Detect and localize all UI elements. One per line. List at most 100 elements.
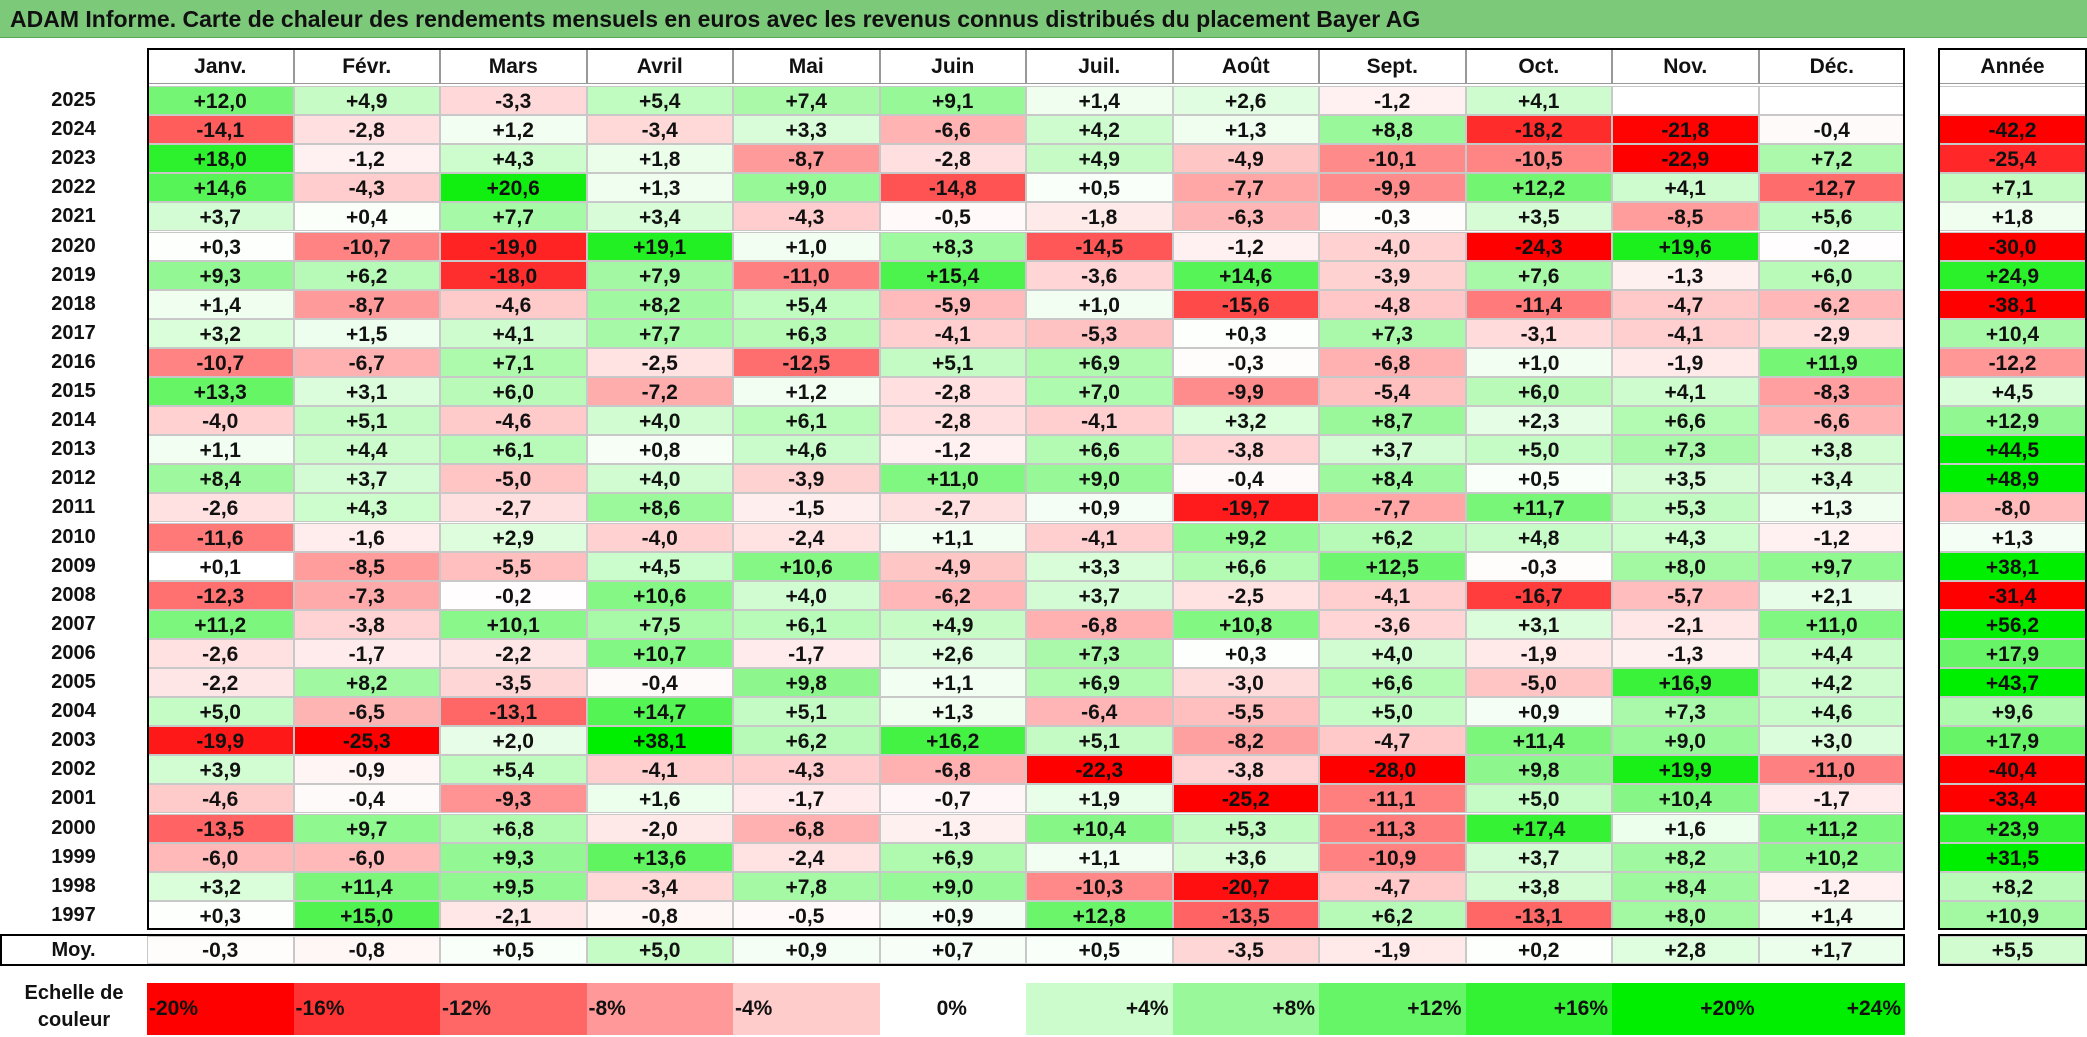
annual-cell: +48,9 [1938,464,2087,494]
average-cell: -0,3 [147,936,294,964]
heatmap-cell: -3,6 [1026,260,1173,290]
annual-cell: +9,6 [1938,697,2087,727]
heatmap-cell: +7,3 [1612,435,1759,465]
heatmap-cell: -4,6 [147,784,294,814]
annual-cell: +31,5 [1938,842,2087,872]
heatmap-cell: -1,3 [1612,638,1759,668]
heatmap-cell: -3,4 [586,115,733,145]
heatmap-cell: +4,8 [1465,522,1612,552]
annual-cell: +1,8 [1938,202,2087,232]
heatmap-cell: +9,0 [879,871,1026,901]
heatmap-cell: +10,7 [586,638,733,668]
heatmap-cell: -4,6 [440,406,587,436]
color-scale-swatch: +20% [1612,983,1759,1035]
annual-cell: +7,1 [1938,173,2087,203]
heatmap-cell: -2,4 [733,522,880,552]
annual-cell: -30,0 [1938,231,2087,261]
heatmap-cell: +14,7 [586,697,733,727]
heatmap-cell [1758,86,1905,116]
heatmap-cell: -10,9 [1319,842,1466,872]
heatmap-cell: +5,1 [1026,726,1173,756]
heatmap-cell: -11,4 [1465,289,1612,319]
heatmap-cell: +3,8 [1758,435,1905,465]
color-scale-swatch: -12% [440,983,587,1035]
heatmap-cell: +3,2 [147,318,294,348]
heatmap-cell: -4,9 [879,551,1026,581]
heatmap-cell: +3,9 [147,755,294,785]
heatmap-cell: +2,6 [1172,86,1319,116]
heatmap-cell: +10,1 [440,609,587,639]
month-header: Nov. [1612,48,1759,84]
heatmap-cell: +11,2 [1758,813,1905,843]
heatmap-cell: +5,0 [1319,697,1466,727]
heatmap-cell: -16,7 [1465,580,1612,610]
heatmap-cell: +5,6 [1758,202,1905,232]
heatmap-cell: -0,4 [1758,115,1905,145]
heatmap-cell: -24,3 [1465,231,1612,261]
color-scale-swatch: +16% [1465,983,1612,1035]
heatmap-cell: -6,0 [293,842,440,872]
heatmap-cell: +11,0 [879,464,1026,494]
heatmap-cell: +4,2 [1026,115,1173,145]
heatmap-cell: -2,8 [879,406,1026,436]
heatmap-cell: -6,3 [1172,202,1319,232]
year-label: 2022 [51,176,96,199]
average-cell: +1,7 [1758,936,1905,964]
heatmap-cell: -6,8 [733,813,880,843]
color-scale-swatch: -20% [147,983,294,1035]
heatmap-cell: +5,1 [733,697,880,727]
heatmap-cell: +4,3 [293,493,440,523]
heatmap-cell: +9,7 [1758,551,1905,581]
heatmap-cell: +4,2 [1758,668,1905,698]
heatmap-cell: -6,2 [1758,289,1905,319]
heatmap-cell: -14,8 [879,173,1026,203]
heatmap-cell: +1,6 [586,784,733,814]
annual-cell: -38,1 [1938,289,2087,319]
heatmap-cell: +9,8 [733,668,880,698]
average-cell: +0,5 [440,936,587,964]
heatmap-cell: -13,1 [1465,900,1612,930]
heatmap-cell: -4,1 [1612,318,1759,348]
color-scale-label: Echelle de couleur [0,980,148,1037]
heatmap-cell: +9,3 [147,260,294,290]
heatmap-cell: -4,1 [586,755,733,785]
heatmap-cell: -5,0 [1465,668,1612,698]
heatmap-cell: -6,2 [879,580,1026,610]
heatmap-cell: -5,0 [440,464,587,494]
heatmap-cell: +2,3 [1465,406,1612,436]
heatmap-cell: +6,6 [1319,668,1466,698]
heatmap-cell: +3,4 [1758,464,1905,494]
heatmap-cell: +4,1 [1465,86,1612,116]
heatmap-cell: -11,6 [147,522,294,552]
annual-cell: +8,2 [1938,871,2087,901]
heatmap-cell: -1,8 [1026,202,1173,232]
heatmap-cell: +7,6 [1465,260,1612,290]
heatmap-cell: -4,3 [293,173,440,203]
heatmap-cell: +5,1 [293,406,440,436]
year-label: 1997 [51,903,96,926]
heatmap-cell: -11,0 [733,260,880,290]
heatmap-cell: +3,1 [293,377,440,407]
heatmap-cell: -7,7 [1172,173,1319,203]
heatmap-cell: -15,6 [1172,289,1319,319]
annual-cell: -42,2 [1938,115,2087,145]
year-label: 2004 [51,700,96,723]
heatmap-cell: +2,1 [1758,580,1905,610]
year-label: 2025 [51,89,96,111]
average-cell: -3,5 [1172,936,1319,964]
heatmap-cell: -2,7 [879,493,1026,523]
heatmap-cell: -3,8 [293,609,440,639]
heatmap-cell: +14,6 [147,173,294,203]
heatmap-cell: -7,2 [586,377,733,407]
heatmap-cell: +7,9 [586,260,733,290]
annual-cell: +17,9 [1938,638,2087,668]
heatmap-cell: -19,7 [1172,493,1319,523]
heatmap-cell: +4,0 [586,406,733,436]
color-scale-swatch: +8% [1172,983,1319,1035]
heatmap-cell: +11,0 [1758,609,1905,639]
heatmap-cell: -0,4 [586,668,733,698]
month-header: Juin [879,48,1026,84]
heatmap-cell: -22,9 [1612,144,1759,174]
heatmap-cell: +1,1 [879,522,1026,552]
heatmap-cell: +1,3 [879,697,1026,727]
